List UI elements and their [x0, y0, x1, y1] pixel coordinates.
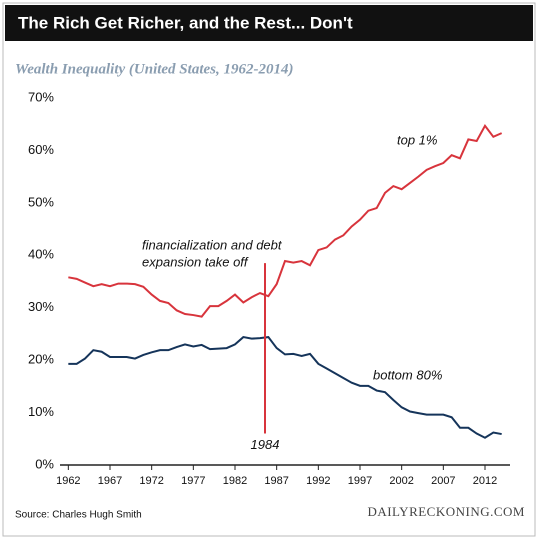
x-tick-label: 2012 [473, 475, 497, 487]
y-tick-label: 70% [28, 89, 54, 104]
marker-label: 1984 [251, 437, 280, 452]
x-tick-label: 1997 [348, 475, 372, 487]
source: Source: Charles Hugh Smith [15, 510, 142, 521]
x-tick-label: 1987 [264, 475, 288, 487]
y-tick-label: 40% [28, 247, 54, 262]
annotation: expansion take off [142, 254, 249, 269]
series-label: bottom 80% [373, 367, 442, 382]
x-tick-label: 1982 [223, 475, 247, 487]
x-tick-label: 1992 [306, 475, 330, 487]
chart-subtitle: Wealth Inequality (United States, 1962-2… [15, 61, 293, 77]
frame [2, 2, 536, 537]
chart-title: The Rich Get Richer, and the Rest... Don… [18, 13, 353, 32]
series-line [68, 123, 503, 318]
y-tick-label: 0% [35, 456, 54, 471]
y-tick-label: 60% [28, 142, 54, 157]
annotation: financialization and debt [142, 237, 283, 252]
x-tick-label: 1977 [181, 475, 205, 487]
series-label: top 1% [397, 132, 437, 147]
header-bar [5, 5, 533, 41]
series-line [68, 336, 502, 439]
y-tick-label: 30% [28, 299, 54, 314]
x-tick-label: 1962 [56, 475, 80, 487]
x-tick-label: 2002 [389, 475, 413, 487]
y-tick-label: 10% [28, 404, 54, 419]
brand: DAILYRECKONING.COM [367, 504, 525, 519]
x-tick-label: 1972 [139, 475, 163, 487]
x-tick-label: 2007 [431, 475, 455, 487]
y-tick-label: 20% [28, 352, 54, 367]
x-tick-label: 1967 [98, 475, 122, 487]
y-tick-label: 50% [28, 194, 54, 209]
